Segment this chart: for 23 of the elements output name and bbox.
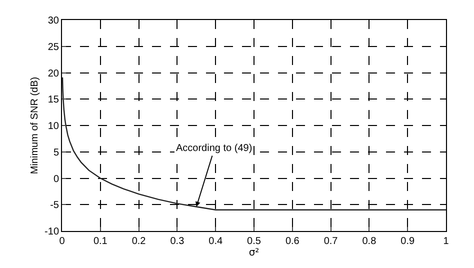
x-tick-label: 0.2 — [132, 236, 146, 247]
y-tick-label: 20 — [48, 68, 60, 80]
x-tick-label: 0.4 — [208, 236, 223, 247]
y-tick-label: 5 — [53, 147, 60, 158]
y-tick-label: 30 — [48, 16, 60, 26]
x-tick-label: 0.3 — [170, 236, 185, 247]
x-tick-label: 0.9 — [400, 236, 415, 247]
x-tick-label: 0.7 — [324, 236, 338, 247]
y-axis-title: Minimum of SNR (dB) — [30, 76, 41, 174]
x-tick-label: 0.5 — [247, 236, 262, 247]
x-tick-label: 0.8 — [362, 236, 377, 247]
y-tick-label: -10 — [44, 226, 60, 238]
x-tick-label: 1 — [443, 236, 450, 247]
y-tick-label: -5 — [50, 200, 60, 212]
y-tick-label: 25 — [48, 42, 60, 53]
line-series — [62, 77, 446, 210]
y-tick-label: 0 — [53, 174, 60, 185]
annotation: According to (49) — [176, 143, 252, 154]
y-tick-label: 15 — [48, 94, 60, 106]
x-tick-label: 0.6 — [285, 236, 300, 247]
x-tick-label: 0.1 — [93, 236, 108, 247]
x-axis-title: σ² — [248, 248, 260, 258]
y-tick-label: 10 — [48, 121, 60, 132]
